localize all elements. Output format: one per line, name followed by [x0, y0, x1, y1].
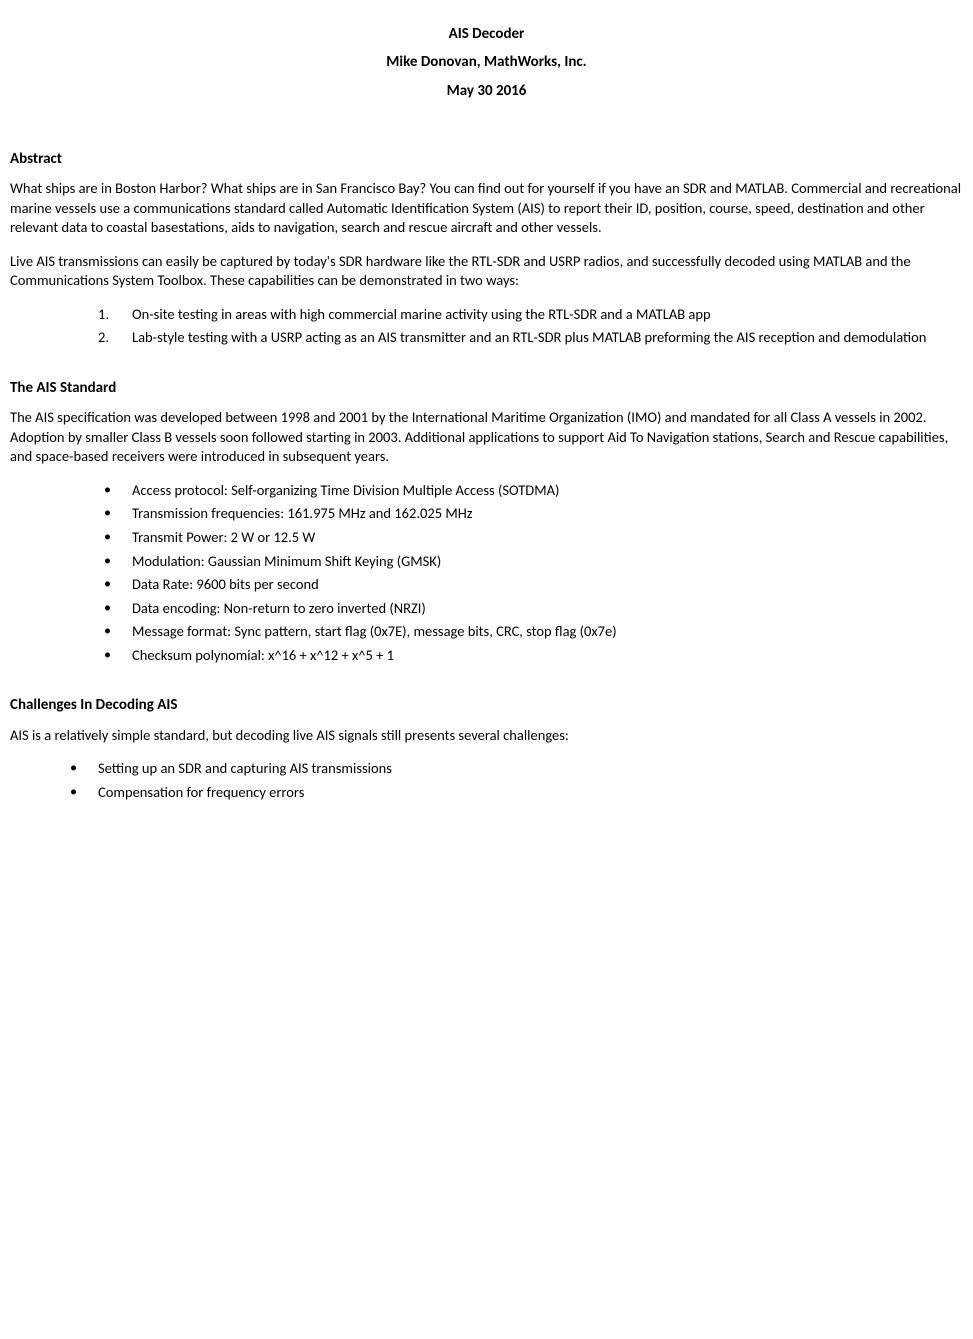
list-item: Access protocol: Self-organizing Time Di… — [98, 481, 963, 501]
list-item: Setting up an SDR and capturing AIS tran… — [64, 759, 963, 779]
abstract-paragraph-2: Live AIS transmissions can easily be cap… — [10, 252, 963, 291]
document-header: AIS Decoder Mike Donovan, MathWorks, Inc… — [10, 24, 963, 101]
standard-heading: The AIS Standard — [10, 378, 963, 398]
challenges-heading: Challenges In Decoding AIS — [10, 695, 963, 715]
list-item: Modulation: Gaussian Minimum Shift Keyin… — [98, 552, 963, 572]
challenges-paragraph-1: AIS is a relatively simple standard, but… — [10, 726, 963, 746]
abstract-list: On-site testing in areas with high comme… — [10, 305, 963, 348]
list-item: Lab-style testing with a USRP acting as … — [98, 328, 963, 348]
list-item: Transmit Power: 2 W or 12.5 W — [98, 528, 963, 548]
doc-author: Mike Donovan, MathWorks, Inc. — [10, 52, 963, 72]
list-item: Message format: Sync pattern, start flag… — [98, 622, 963, 642]
list-item: On-site testing in areas with high comme… — [98, 305, 963, 325]
doc-title: AIS Decoder — [10, 24, 963, 44]
list-item: Compensation for frequency errors — [64, 783, 963, 803]
standard-list: Access protocol: Self-organizing Time Di… — [10, 481, 963, 666]
abstract-paragraph-1: What ships are in Boston Harbor? What sh… — [10, 179, 963, 238]
standard-paragraph-1: The AIS specification was developed betw… — [10, 408, 963, 467]
abstract-heading: Abstract — [10, 149, 963, 169]
doc-date: May 30 2016 — [10, 81, 963, 101]
challenges-list: Setting up an SDR and capturing AIS tran… — [10, 759, 963, 802]
list-item: Data encoding: Non-return to zero invert… — [98, 599, 963, 619]
list-item: Data Rate: 9600 bits per second — [98, 575, 963, 595]
list-item: Transmission frequencies: 161.975 MHz an… — [98, 504, 963, 524]
list-item: Checksum polynomial: x^16 + x^12 + x^5 +… — [98, 646, 963, 666]
